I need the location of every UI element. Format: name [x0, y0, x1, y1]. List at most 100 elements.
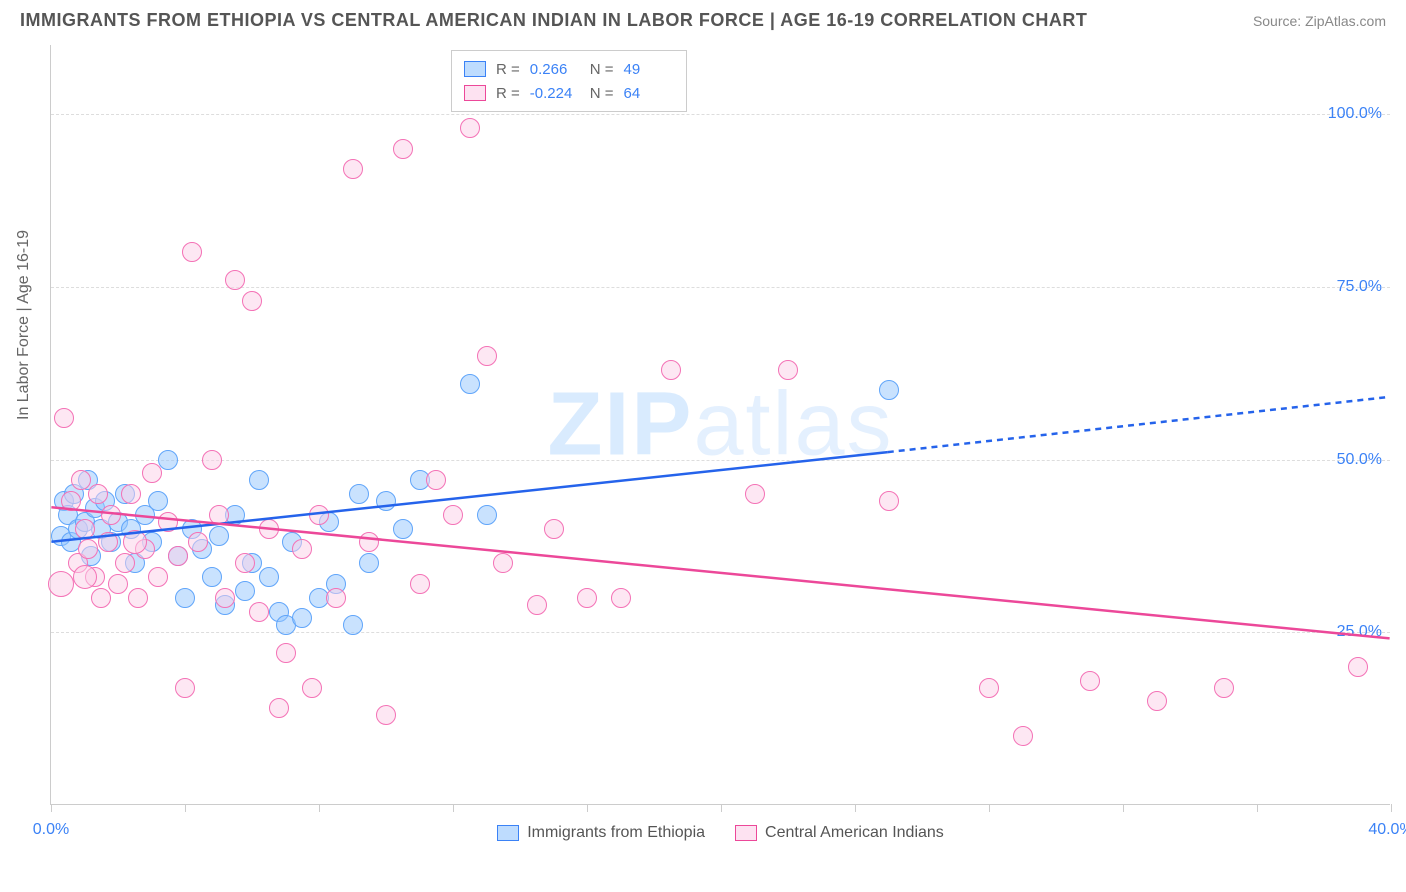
- data-point: [249, 470, 269, 490]
- trend-line-dashed: [888, 397, 1390, 452]
- data-point: [443, 505, 463, 525]
- data-point: [477, 346, 497, 366]
- data-point: [426, 470, 446, 490]
- data-point: [123, 530, 147, 554]
- data-point: [1013, 726, 1033, 746]
- data-point: [128, 588, 148, 608]
- data-point: [302, 678, 322, 698]
- data-point: [493, 553, 513, 573]
- n-label: N =: [590, 85, 614, 102]
- data-point: [1348, 657, 1368, 677]
- data-point: [460, 374, 480, 394]
- data-point: [175, 678, 195, 698]
- legend-label-1: Central American Indians: [765, 824, 944, 842]
- data-point: [158, 450, 178, 470]
- data-point: [249, 602, 269, 622]
- data-point: [78, 539, 98, 559]
- data-point: [879, 491, 899, 511]
- xtick-label: 0.0%: [33, 821, 69, 839]
- data-point: [879, 380, 899, 400]
- data-point: [1214, 678, 1234, 698]
- data-point: [269, 698, 289, 718]
- data-point: [527, 595, 547, 615]
- gridline: [51, 460, 1390, 461]
- data-point: [168, 546, 188, 566]
- data-point: [175, 588, 195, 608]
- xtick: [51, 804, 52, 812]
- data-point: [101, 505, 121, 525]
- chart-plot-area: ZIPatlas R = 0.266 N = 49 R = -0.224 N =…: [50, 45, 1390, 805]
- data-point: [235, 581, 255, 601]
- data-point: [209, 505, 229, 525]
- r-label: R =: [496, 61, 520, 78]
- data-point: [242, 291, 262, 311]
- data-point: [259, 567, 279, 587]
- gridline: [51, 287, 1390, 288]
- series-legend: Immigrants from Ethiopia Central America…: [51, 824, 1390, 842]
- data-point: [393, 139, 413, 159]
- data-point: [54, 408, 74, 428]
- xtick: [587, 804, 588, 812]
- data-point: [108, 574, 128, 594]
- data-point: [142, 463, 162, 483]
- data-point: [745, 484, 765, 504]
- data-point: [661, 360, 681, 380]
- data-point: [460, 118, 480, 138]
- legend-row-series-1: R = -0.224 N = 64: [464, 81, 674, 105]
- data-point: [410, 574, 430, 594]
- data-point: [577, 588, 597, 608]
- data-point: [88, 484, 108, 504]
- data-point: [115, 553, 135, 573]
- header: IMMIGRANTS FROM ETHIOPIA VS CENTRAL AMER…: [0, 0, 1406, 36]
- legend-item-1: Central American Indians: [735, 824, 944, 842]
- trend-lines: [51, 45, 1390, 804]
- data-point: [376, 491, 396, 511]
- xtick: [1257, 804, 1258, 812]
- data-point: [48, 571, 74, 597]
- data-point: [343, 615, 363, 635]
- data-point: [1147, 691, 1167, 711]
- data-point: [158, 512, 178, 532]
- n-value-0: 49: [624, 61, 674, 78]
- xtick: [1391, 804, 1392, 812]
- data-point: [359, 532, 379, 552]
- data-point: [71, 470, 91, 490]
- data-point: [292, 608, 312, 628]
- data-point: [61, 491, 81, 511]
- ytick-label: 75.0%: [1337, 278, 1382, 296]
- data-point: [544, 519, 564, 539]
- r-value-1: -0.224: [530, 85, 580, 102]
- xtick-label: 40.0%: [1368, 821, 1406, 839]
- correlation-legend: R = 0.266 N = 49 R = -0.224 N = 64: [451, 50, 687, 112]
- swatch-blue: [464, 61, 486, 77]
- xtick: [319, 804, 320, 812]
- data-point: [477, 505, 497, 525]
- swatch-pink: [735, 825, 757, 841]
- watermark: ZIPatlas: [547, 373, 893, 476]
- data-point: [393, 519, 413, 539]
- data-point: [349, 484, 369, 504]
- data-point: [309, 505, 329, 525]
- data-point: [225, 270, 245, 290]
- swatch-blue: [497, 825, 519, 841]
- data-point: [259, 519, 279, 539]
- data-point: [778, 360, 798, 380]
- data-point: [359, 553, 379, 573]
- data-point: [148, 491, 168, 511]
- data-point: [98, 532, 118, 552]
- data-point: [1080, 671, 1100, 691]
- data-point: [611, 588, 631, 608]
- n-label: N =: [590, 61, 614, 78]
- data-point: [75, 519, 95, 539]
- n-value-1: 64: [624, 85, 674, 102]
- data-point: [73, 565, 97, 589]
- data-point: [376, 705, 396, 725]
- xtick: [855, 804, 856, 812]
- gridline: [51, 632, 1390, 633]
- data-point: [209, 526, 229, 546]
- data-point: [148, 567, 168, 587]
- data-point: [326, 588, 346, 608]
- xtick: [1123, 804, 1124, 812]
- data-point: [121, 484, 141, 504]
- data-point: [188, 532, 208, 552]
